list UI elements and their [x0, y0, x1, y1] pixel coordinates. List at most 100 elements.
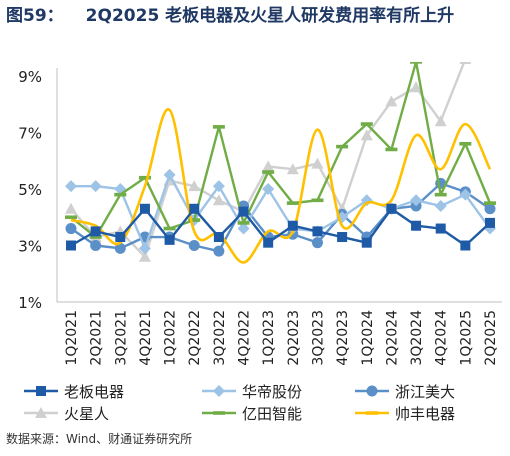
x-tick-label: 4Q2023	[335, 310, 351, 366]
data-point	[411, 220, 422, 231]
data-point	[212, 125, 225, 129]
y-tick-label: 3%	[18, 238, 42, 256]
data-point	[262, 160, 275, 172]
data-point	[90, 240, 102, 251]
x-tick-label: 2Q2024	[384, 310, 400, 366]
data-point	[386, 203, 397, 214]
x-tick-label: 4Q2021	[138, 310, 154, 366]
data-point	[114, 242, 126, 254]
x-tick-label: 1Q2022	[163, 310, 179, 366]
data-point	[114, 192, 127, 197]
data-point	[410, 194, 423, 207]
data-point	[89, 235, 102, 239]
data-point	[459, 142, 472, 146]
x-tick-label: 1Q2023	[261, 310, 277, 366]
legend-item: 亿田智能	[202, 405, 302, 423]
data-point	[212, 194, 225, 206]
x-tick-label: 3Q2022	[212, 310, 228, 366]
legend-label: 老板电器	[64, 383, 124, 401]
data-point	[164, 234, 175, 245]
legend-label: 火星人	[64, 405, 109, 423]
data-point	[484, 203, 496, 215]
data-point	[163, 226, 176, 231]
x-tick-label: 2Q2021	[89, 310, 105, 366]
axes: 1% 3% 5% 7% 9% 1Q2021 2Q2021 3Q2021 4Q2021 1Q2022…	[18, 68, 502, 366]
x-tick-label: 2Q2022	[187, 310, 203, 366]
data-point	[189, 203, 200, 214]
data-point	[90, 226, 101, 237]
data-point	[262, 183, 275, 195]
data-point	[237, 221, 250, 225]
x-tick-label: 2Q2025	[483, 310, 499, 366]
data-point	[188, 218, 201, 222]
x-tick-label: 3Q2023	[310, 310, 326, 366]
legend-swatch-marker	[36, 386, 46, 396]
data-point	[385, 147, 398, 152]
x-tick-label: 1Q2025	[458, 310, 474, 366]
x-tick-label: 4Q2022	[237, 310, 253, 366]
data-point	[263, 237, 274, 248]
legend-label: 浙江美大	[395, 383, 455, 401]
data-point	[66, 240, 76, 251]
data-point	[286, 201, 299, 205]
data-point	[410, 62, 423, 64]
data-point	[163, 168, 176, 181]
series-5	[65, 62, 496, 239]
data-point	[139, 203, 150, 214]
figure-title: 图59： 2Q2025 老板电器及火星人研发费用率有所上升	[6, 4, 506, 28]
figure-title-text: 2Q2025 老板电器及火星人研发费用率有所上升	[85, 6, 455, 26]
legend-swatch-marker	[366, 411, 378, 415]
series-3	[65, 177, 496, 257]
data-point	[65, 180, 77, 193]
x-tick-label: 3Q2021	[113, 310, 129, 366]
legend-item: 浙江美大	[355, 383, 455, 401]
data-point	[65, 223, 77, 235]
y-tick-label: 9%	[18, 68, 42, 86]
legend-item: 老板电器	[24, 383, 124, 401]
x-tick-label: 1Q2024	[360, 310, 376, 366]
data-point	[213, 245, 225, 257]
data-point	[337, 232, 348, 243]
x-tick-label: 2Q2023	[286, 310, 302, 366]
x-tick-label: 1Q2021	[64, 310, 80, 366]
data-point	[434, 192, 447, 197]
data-point	[435, 223, 446, 234]
data-point	[286, 163, 299, 175]
data-point	[484, 201, 496, 205]
data-point	[65, 202, 77, 214]
data-point	[312, 226, 323, 237]
data-point	[138, 175, 151, 180]
data-point	[287, 220, 298, 231]
series-line	[70, 108, 492, 264]
legend-swatch-marker	[213, 385, 225, 397]
series-group	[65, 47, 496, 264]
data-point	[138, 242, 151, 255]
data-point	[336, 144, 349, 149]
data-point	[238, 206, 249, 217]
data-point	[361, 237, 372, 248]
source-note: 数据来源：Wind、财通证券研究所	[6, 432, 193, 446]
data-point	[460, 240, 471, 251]
data-point	[237, 222, 250, 235]
legend-label: 亿田智能	[242, 405, 302, 423]
series-line	[70, 62, 466, 258]
data-point	[89, 180, 102, 193]
data-point	[434, 115, 447, 127]
series-1	[66, 203, 495, 251]
legend-swatch-marker	[35, 407, 47, 418]
data-point	[188, 180, 201, 192]
data-point	[65, 215, 77, 220]
legend-item: 华帝股份	[202, 383, 302, 401]
data-point	[459, 188, 472, 201]
data-point	[311, 157, 324, 169]
data-point	[360, 122, 373, 126]
series-line	[70, 62, 492, 239]
data-point	[484, 47, 496, 58]
data-point	[434, 199, 447, 212]
legend-item: 帅丰电器	[355, 405, 455, 423]
data-point	[213, 232, 224, 243]
legend-swatch-marker	[366, 385, 378, 397]
x-tick-label: 4Q2024	[434, 310, 450, 366]
